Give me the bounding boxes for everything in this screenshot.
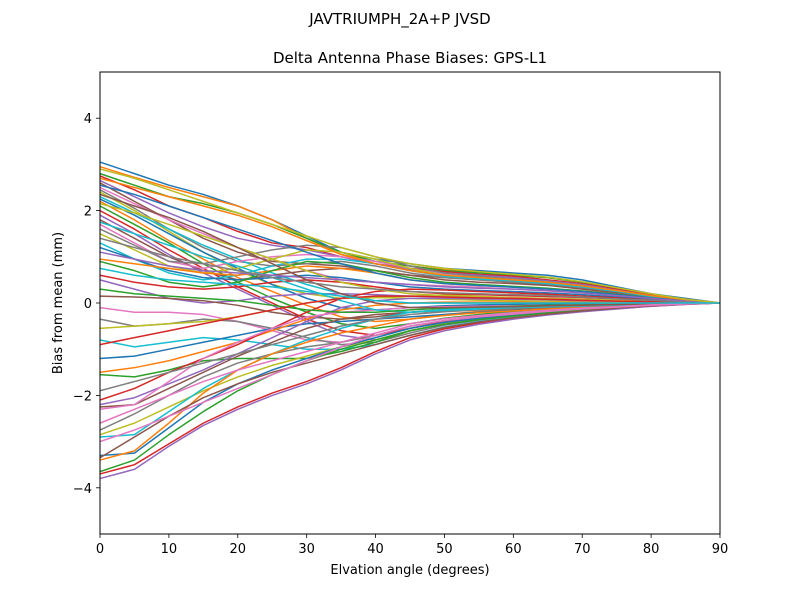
series-line-56 bbox=[99, 193, 721, 309]
series-line-54 bbox=[99, 295, 721, 346]
x-tick-label: 60 bbox=[505, 542, 522, 557]
series-line-45 bbox=[99, 302, 721, 480]
x-tick-label: 80 bbox=[643, 542, 660, 557]
series-line-60 bbox=[99, 267, 720, 304]
x-tick-label: 70 bbox=[574, 542, 591, 557]
y-tick-label: −4 bbox=[73, 482, 92, 497]
x-tick-label: 0 bbox=[96, 542, 104, 557]
series-line-59 bbox=[99, 168, 721, 304]
series-line-46 bbox=[99, 302, 721, 459]
x-tick-label: 50 bbox=[436, 542, 453, 557]
series-line-57 bbox=[99, 302, 721, 424]
y-axis: −4 −2 0 2 4 bbox=[73, 112, 100, 497]
y-tick-label: −2 bbox=[73, 389, 92, 404]
x-tick-label: 30 bbox=[298, 542, 315, 557]
y-tick-label: 2 bbox=[84, 205, 92, 220]
series-line-21 bbox=[99, 246, 721, 304]
series-line-58 bbox=[99, 237, 721, 304]
series-line-55 bbox=[99, 251, 721, 304]
series-line-51 bbox=[99, 184, 721, 304]
chart-title: Delta Antenna Phase Biases: GPS-L1 bbox=[273, 49, 547, 67]
x-tick-label: 40 bbox=[367, 542, 384, 557]
series-layer bbox=[99, 161, 721, 480]
y-tick-label: 4 bbox=[84, 112, 92, 127]
x-axis-label: Elvation angle (degrees) bbox=[330, 563, 489, 578]
series-line-49 bbox=[99, 202, 721, 304]
y-tick-label: 0 bbox=[84, 297, 92, 312]
figure-suptitle: JAVTRIUMPH_2A+P JVSD bbox=[308, 10, 490, 29]
x-tick-label: 90 bbox=[712, 542, 729, 557]
x-tick-label: 20 bbox=[230, 542, 247, 557]
series-line-52 bbox=[99, 177, 721, 304]
y-axis-label: Bias from mean (mm) bbox=[51, 232, 66, 374]
x-axis: 0 10 20 30 40 50 60 70 80 90 bbox=[96, 534, 728, 557]
x-tick-label: 10 bbox=[161, 542, 178, 557]
